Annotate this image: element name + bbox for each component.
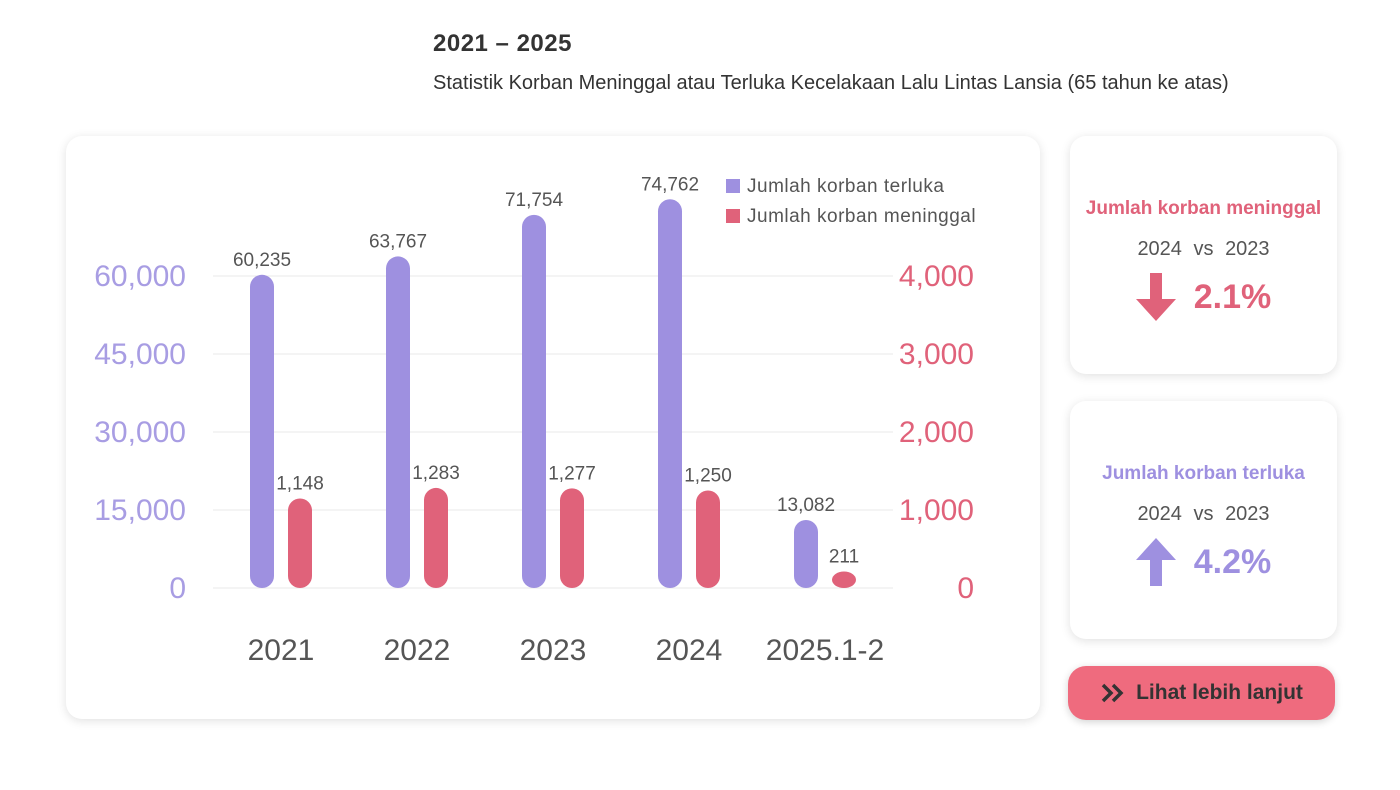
legend-label: Jumlah korban meninggal	[747, 206, 976, 227]
y-tick-label: 30,000	[94, 416, 186, 449]
x-tick-label: 2025.1-2	[766, 634, 884, 667]
legend-swatch	[726, 209, 740, 223]
more-button[interactable]: Lihat lebih lanjut	[1068, 666, 1335, 720]
bar	[560, 488, 584, 588]
up-arrow	[1135, 538, 1176, 586]
value-label: 1,277	[548, 463, 596, 484]
stat-row: 4.2%	[1070, 538, 1337, 586]
header: 2021 – 2025 Statistik Korban Meninggal a…	[433, 30, 1229, 95]
x-tick-label: 2021	[248, 634, 315, 667]
y2-tick-label: 0	[957, 572, 974, 605]
stat-card: Jumlah korban meninggal 2024 vs 2023 2.1…	[1070, 136, 1337, 374]
x-tick-label: 2023	[520, 634, 587, 667]
chart-card: 0 15,000 30,000 45,000 60,000 0 1,000 2,000 3,00…	[66, 136, 1040, 719]
subtitle: Statistik Korban Meninggal atau Terluka …	[433, 72, 1229, 94]
bar	[288, 498, 312, 588]
legend-label: Jumlah korban terluka	[747, 176, 944, 197]
stat-title: Jumlah korban terluka	[1102, 463, 1305, 484]
y-tick-label: 45,000	[94, 338, 186, 371]
year: 2023	[1225, 503, 1270, 525]
year: 2024	[1137, 238, 1182, 260]
value-label: 60,235	[233, 250, 291, 271]
button-label: Lihat lebih lanjut	[1136, 681, 1303, 704]
stat-row: 2.1%	[1070, 273, 1337, 321]
stat-compare: 2024 vs 2023	[1070, 238, 1337, 261]
bar	[522, 214, 546, 588]
x-tick-label: 2024	[656, 634, 723, 667]
value-label: 63,767	[369, 231, 427, 252]
value-label: 1,283	[412, 463, 460, 484]
y2-tick-label: 1,000	[899, 494, 974, 527]
value-label: 13,082	[777, 495, 835, 516]
legend-swatch	[726, 179, 740, 193]
year: 2024	[1137, 503, 1182, 525]
bar	[832, 571, 856, 588]
y-tick-label: 15,000	[94, 494, 186, 527]
stat-change: 2.1%	[1193, 277, 1272, 316]
title: 2021 – 2025	[433, 30, 572, 57]
value-label: 211	[829, 547, 859, 568]
stat-card: Jumlah korban terluka 2024 vs 2023 4.2%	[1070, 401, 1337, 639]
bar	[250, 274, 274, 588]
y2-tick-label: 3,000	[899, 338, 974, 371]
bar	[386, 256, 410, 588]
chart: 0 15,000 30,000 45,000 60,000 0 1,000 2,000 3,00…	[94, 174, 976, 667]
value-label: 1,148	[276, 473, 324, 494]
bar	[424, 487, 448, 588]
year: 2023	[1225, 238, 1270, 260]
value-label: 74,762	[641, 174, 699, 195]
y2-tick-label: 4,000	[899, 260, 974, 293]
stat-change: 4.2%	[1193, 542, 1272, 581]
vs: vs	[1193, 503, 1214, 525]
value-label: 71,754	[505, 190, 564, 211]
stat-title: Jumlah korban meninggal	[1085, 198, 1322, 219]
y2-tick-label: 2,000	[899, 416, 974, 449]
vs: vs	[1193, 238, 1214, 260]
x-tick-label: 2022	[384, 634, 451, 667]
bar	[794, 519, 818, 588]
chevrons-icon	[1101, 683, 1124, 703]
y-tick-label: 60,000	[94, 260, 186, 293]
bar	[696, 490, 720, 588]
down-arrow	[1135, 273, 1176, 321]
bar	[658, 199, 682, 588]
value-label: 1,250	[684, 466, 732, 487]
y-tick-label: 0	[169, 572, 186, 605]
stat-compare: 2024 vs 2023	[1070, 503, 1337, 526]
